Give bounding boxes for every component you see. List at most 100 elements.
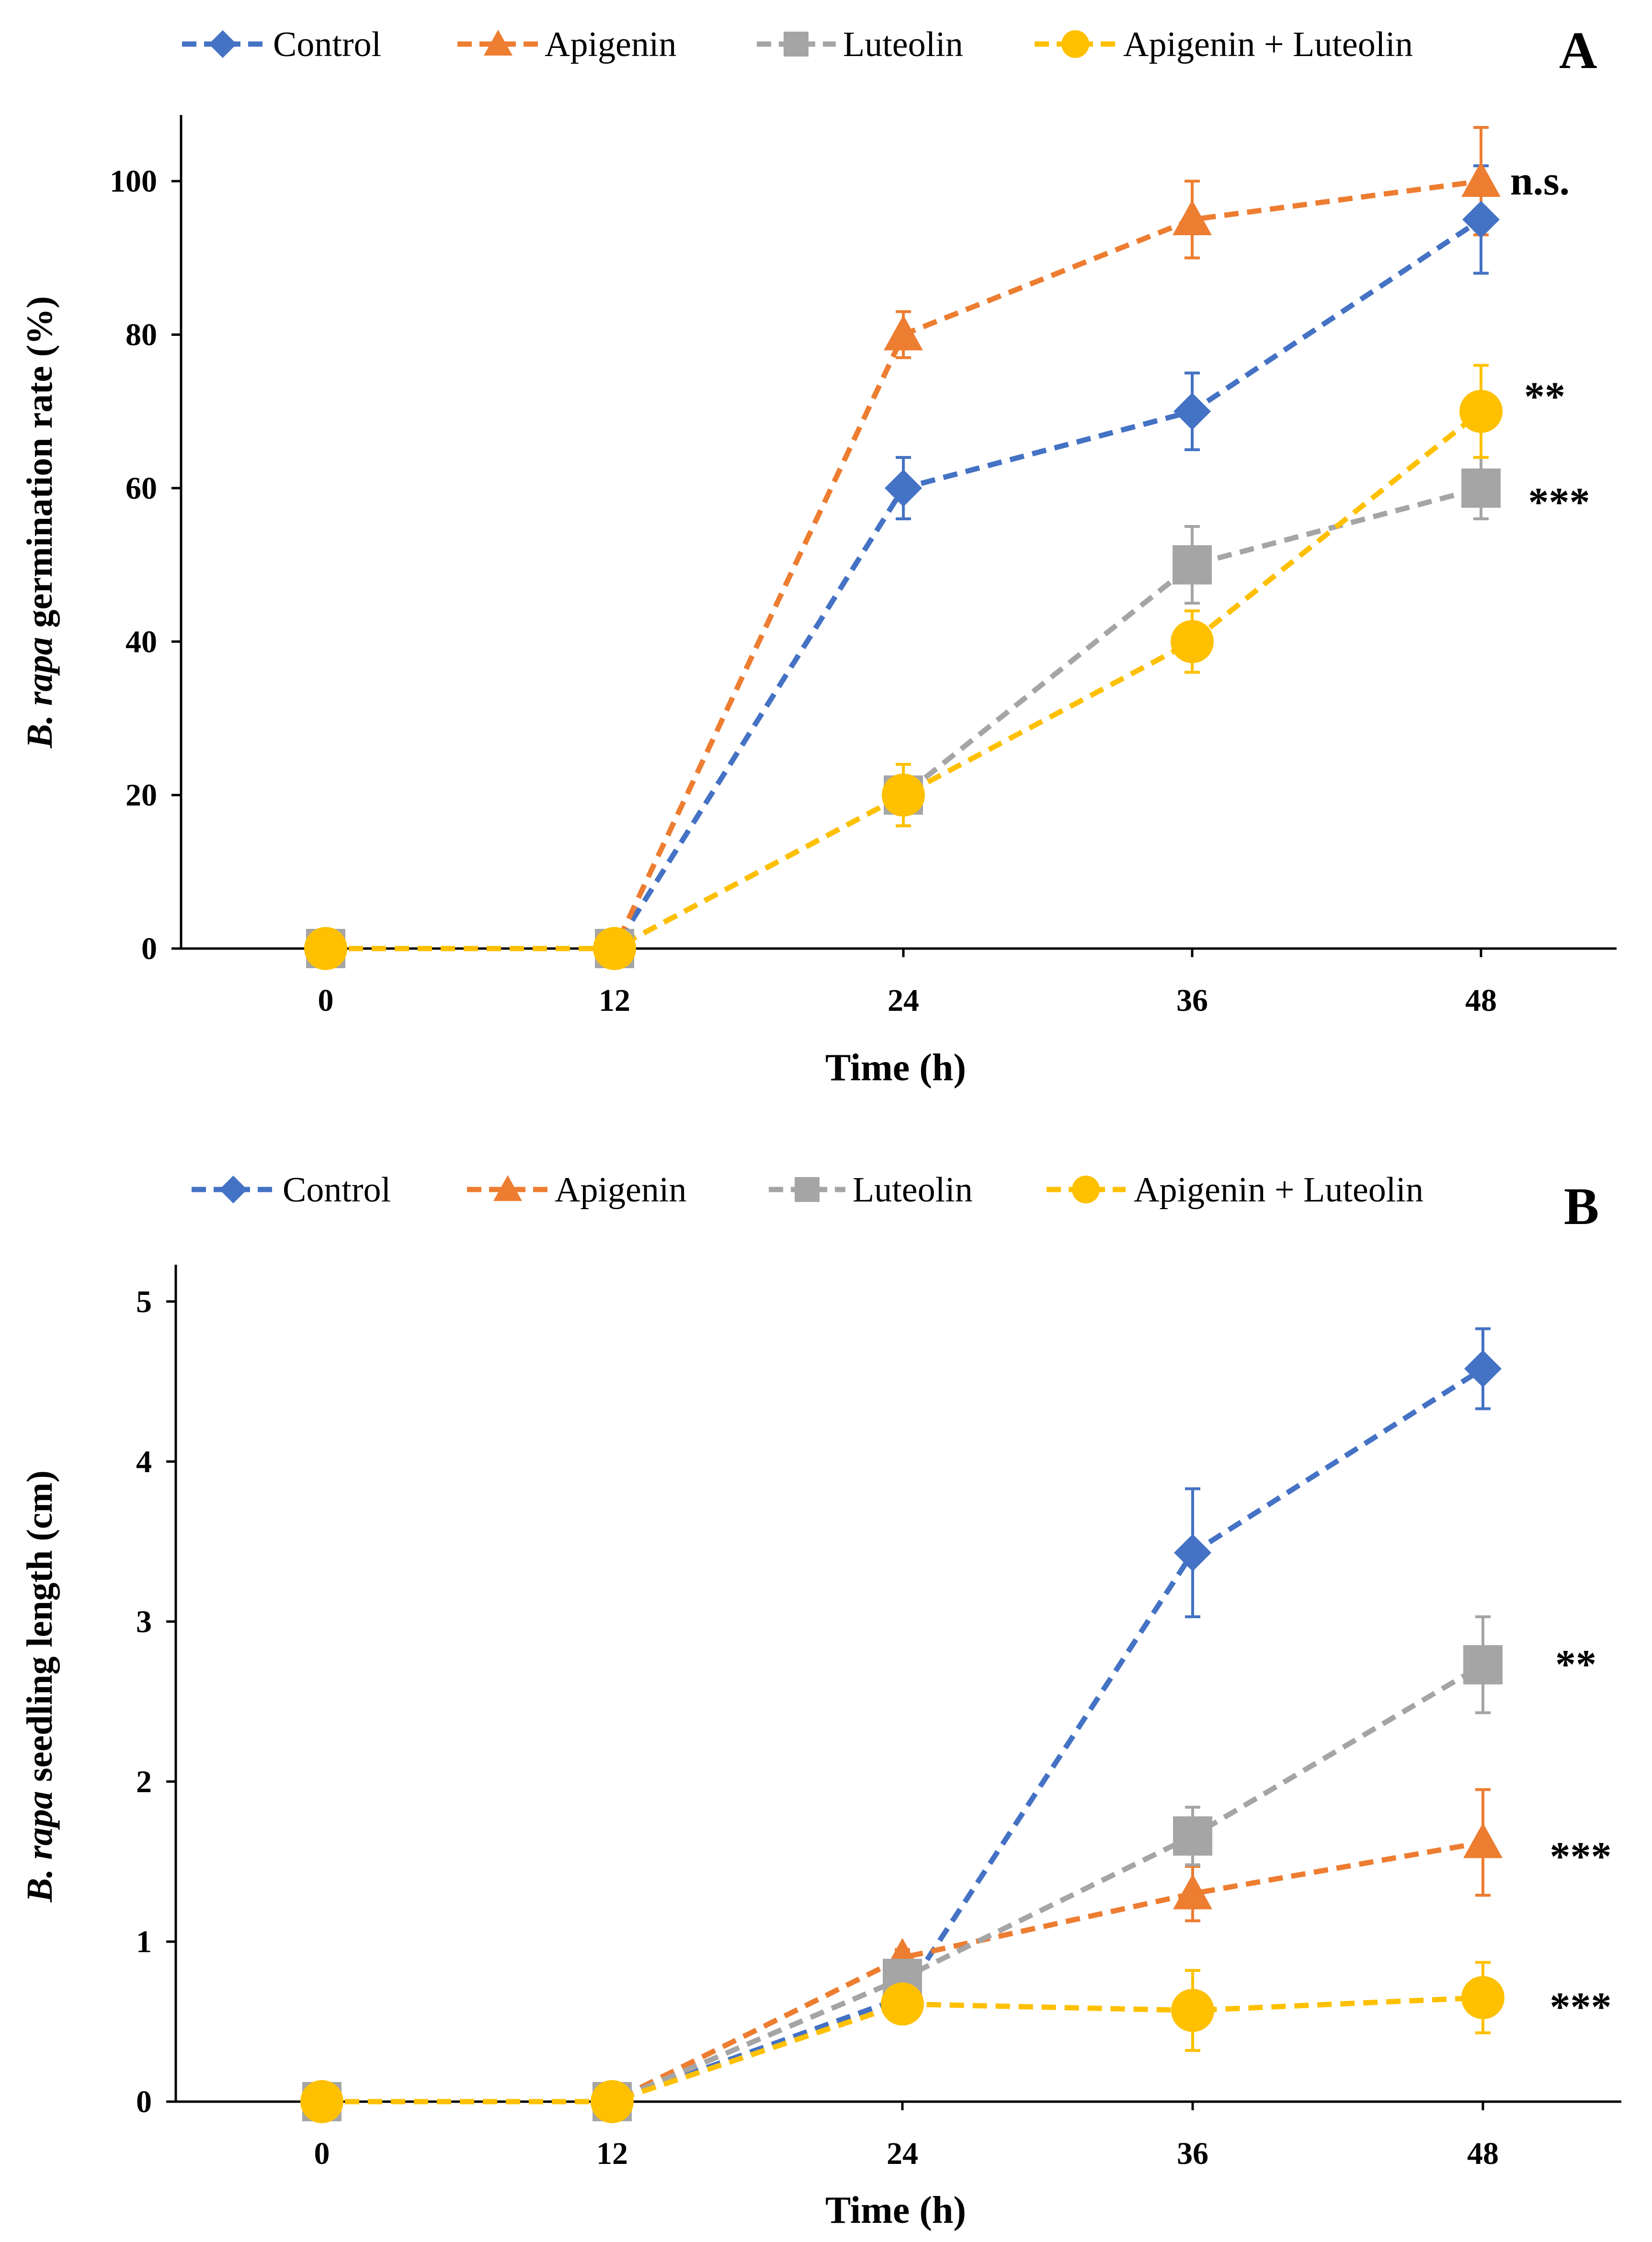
series-line-combo <box>326 409 1483 951</box>
series-line-combo <box>322 1995 1483 2105</box>
legend-marker-control <box>209 30 237 58</box>
data-point-control <box>1174 1534 1211 1572</box>
y-tick-label: 20 <box>125 778 157 813</box>
x-axis-title-b: Time (h) <box>825 2189 966 2231</box>
panel-a-letter: A <box>1559 21 1597 80</box>
series-luteolin <box>326 456 1489 951</box>
legend-marker-apigenin <box>484 30 513 56</box>
data-point-apigenin <box>1463 1822 1503 1858</box>
data-point-combo <box>304 927 347 970</box>
legend-b-combo: Apigenin + Luteolin <box>1047 1170 1424 1210</box>
legend-b-luteolin: Luteolin <box>769 1170 973 1210</box>
legend-marker-combo <box>1061 30 1089 58</box>
legend-marker-luteolin <box>795 1177 820 1202</box>
x-tick-label: 12 <box>599 983 630 1018</box>
x-tick-label: 0 <box>318 983 334 1018</box>
data-point-combo <box>1171 620 1214 663</box>
data-point-apigenin <box>1461 161 1501 197</box>
legend-b-control: Control <box>192 1170 391 1210</box>
series-luteolin <box>322 1615 1491 2105</box>
y-tick-label: 40 <box>125 624 157 659</box>
y-tick-label: 3 <box>136 1604 152 1639</box>
y-axis-title-b: B. rapa seedling length (cm) <box>20 1470 60 1902</box>
data-point-combo <box>1459 389 1503 433</box>
x-tick-label: 24 <box>888 983 919 1018</box>
data-point-combo <box>1171 1989 1214 2032</box>
data-point-combo <box>593 927 636 970</box>
x-tick-label: 36 <box>1176 983 1208 1018</box>
data-point-luteolin <box>1173 545 1212 585</box>
data-point-combo <box>882 773 925 817</box>
legend-a-combo-label: Apigenin + Luteolin <box>1123 25 1413 64</box>
legend-b: Control Apigenin Luteolin Apigenin + Lut… <box>192 1170 1424 1210</box>
legend-b-control-label: Control <box>283 1170 391 1210</box>
x-tick-label: 24 <box>887 2136 918 2171</box>
y-tick-label: 5 <box>136 1284 152 1319</box>
legend-marker-luteolin <box>784 32 809 57</box>
legend-a-luteolin: Luteolin <box>757 25 963 64</box>
y-tick-label: 2 <box>136 1764 152 1799</box>
significance-label: ** <box>1524 374 1565 420</box>
series-combo <box>326 364 1489 951</box>
panel-b-letter: B <box>1564 1177 1599 1235</box>
legend-b-combo-label: Apigenin + Luteolin <box>1134 1170 1424 1210</box>
y-axis-title-b-italic: B. rapa <box>20 1791 60 1902</box>
y-axis-title-b-rest: seedling length (cm) <box>20 1470 60 1791</box>
x-tick-label: 48 <box>1465 983 1497 1018</box>
y-tick-label: 80 <box>125 318 157 353</box>
series-control <box>326 164 1489 951</box>
data-point-luteolin <box>1463 1645 1503 1685</box>
legend-marker-apigenin <box>493 1175 522 1201</box>
y-axis-title-a-rest: germination rate (%) <box>20 296 60 637</box>
legend-a-combo: Apigenin + Luteolin <box>1035 25 1413 64</box>
data-point-apigenin <box>1173 1874 1212 1910</box>
y-tick-label: 0 <box>141 931 157 966</box>
data-point-apigenin <box>1173 200 1212 236</box>
x-tick-label: 48 <box>1467 2136 1499 2171</box>
data-point-luteolin <box>1173 1816 1212 1856</box>
legend-b-luteolin-label: Luteolin <box>853 1170 973 1210</box>
legend-a-apigenin-label: Apigenin <box>545 25 676 64</box>
data-point-combo <box>1461 1976 1504 2019</box>
data-point-apigenin <box>884 315 923 351</box>
x-tick-label: 0 <box>314 2136 330 2171</box>
significance-label: n.s. <box>1510 158 1570 204</box>
legend-a-control-label: Control <box>273 25 381 64</box>
series-line-luteolin <box>326 485 1482 951</box>
legend-marker-combo <box>1072 1176 1100 1203</box>
y-tick-label: 1 <box>136 1924 152 1959</box>
legend-b-apigenin-label: Apigenin <box>555 1170 686 1210</box>
data-point-luteolin <box>1461 468 1501 508</box>
significance-label: *** <box>1550 1833 1612 1879</box>
data-point-combo <box>591 2080 634 2123</box>
y-tick-label: 0 <box>136 2084 152 2119</box>
significance-label: ** <box>1555 1641 1596 1687</box>
series-line-apigenin <box>326 178 1481 951</box>
data-point-control <box>1173 392 1211 430</box>
y-tick-label: 100 <box>110 164 157 199</box>
legend-marker-control <box>219 1176 247 1203</box>
y-axis-title-a-italic: B. rapa <box>20 637 60 748</box>
data-point-control <box>1462 201 1500 239</box>
x-tick-label: 12 <box>596 2136 628 2171</box>
legend-a: Control Apigenin Luteolin Apigenin + Lut… <box>182 25 1413 64</box>
panel-a: Control Apigenin Luteolin Apigenin + Lut… <box>20 21 1617 1089</box>
y-axis-title-a: B. rapa germination rate (%) <box>20 296 60 749</box>
data-point-combo <box>300 2080 343 2123</box>
x-tick-label: 36 <box>1177 2136 1208 2171</box>
data-point-control <box>1464 1350 1502 1388</box>
significance-label: *** <box>1528 479 1590 525</box>
legend-a-luteolin-label: Luteolin <box>843 25 963 64</box>
y-tick-label: 4 <box>136 1444 152 1479</box>
legend-a-apigenin: Apigenin <box>457 25 676 64</box>
y-tick-label: 60 <box>125 471 157 506</box>
data-point-combo <box>881 1982 924 2026</box>
data-point-control <box>885 469 922 507</box>
legend-b-apigenin: Apigenin <box>467 1170 686 1210</box>
series-line-luteolin <box>322 1662 1484 2105</box>
panel-b: Control Apigenin Luteolin Apigenin + Lut… <box>20 1170 1621 2231</box>
legend-a-control: Control <box>182 25 381 64</box>
